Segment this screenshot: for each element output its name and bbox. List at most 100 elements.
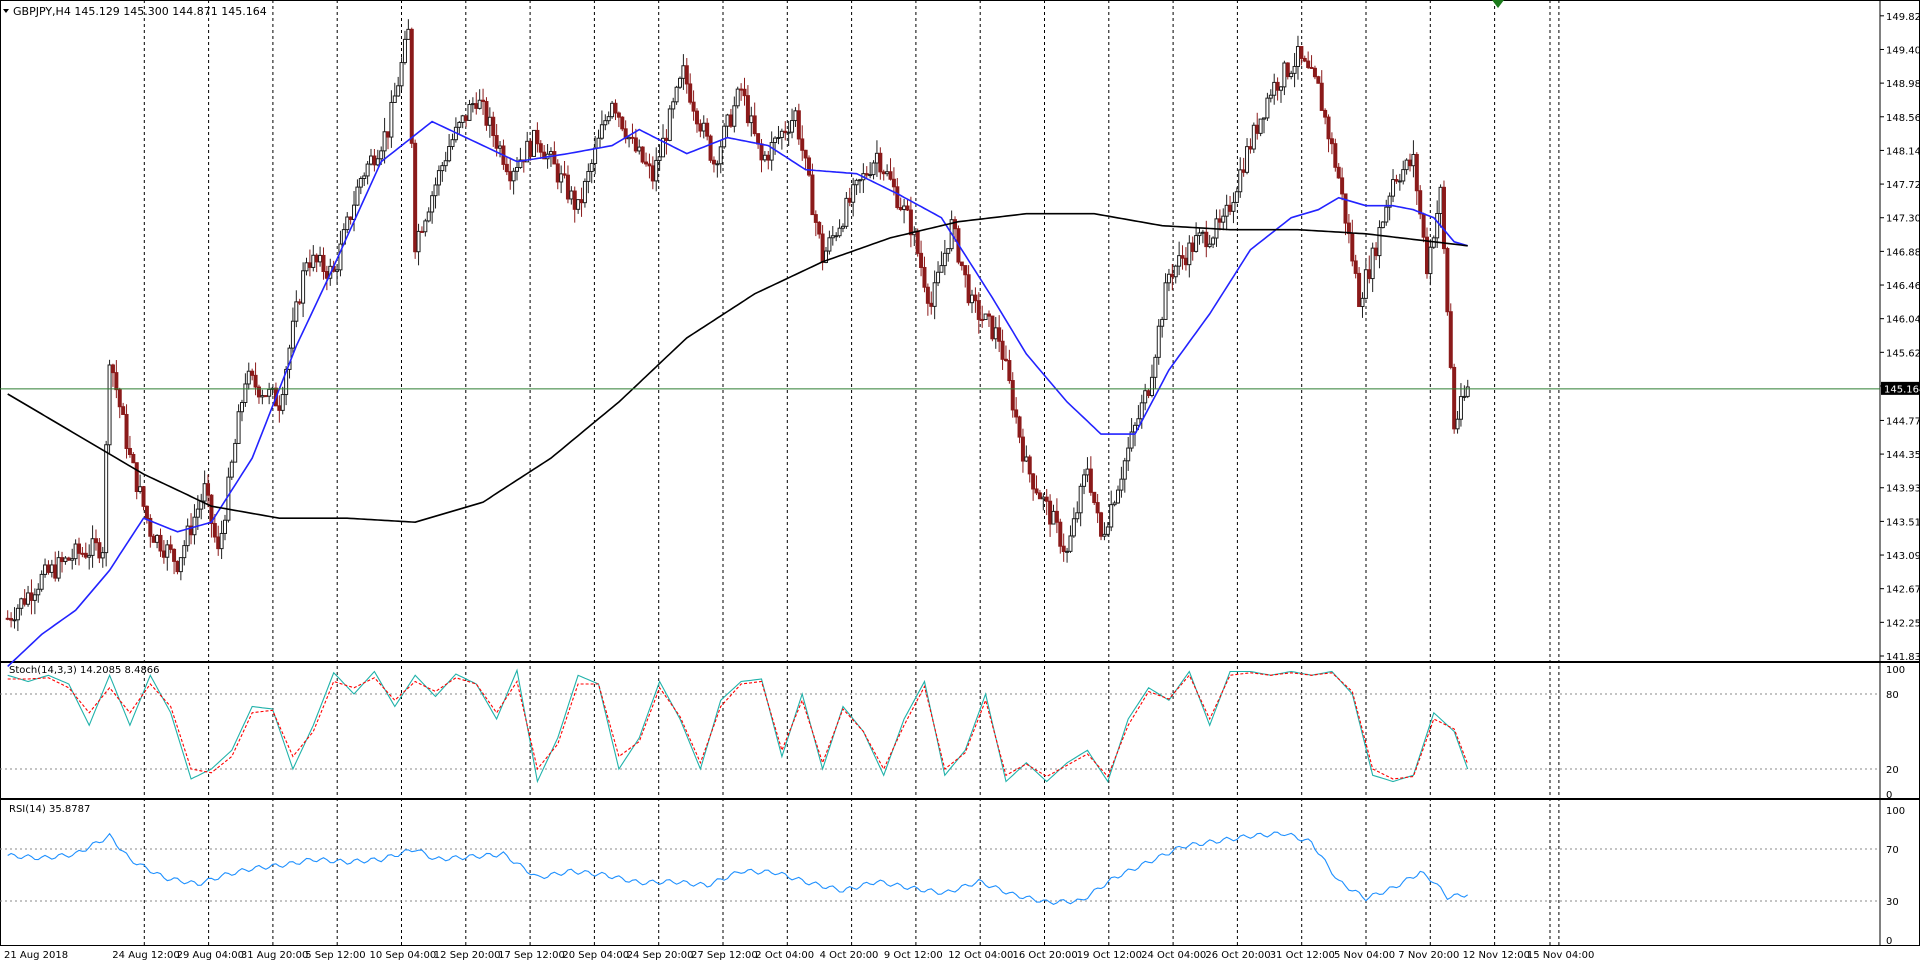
candle [144, 505, 149, 524]
price-panel[interactable] [0, 19, 1880, 667]
candle [464, 115, 469, 127]
candle [732, 96, 737, 133]
candle [1037, 489, 1042, 500]
candle [793, 107, 798, 127]
y-tick-label: 145.620 [1886, 348, 1920, 359]
candle [1302, 55, 1307, 63]
candle [953, 216, 958, 242]
candle [5, 610, 10, 621]
stochastic-panel[interactable] [0, 668, 1880, 784]
candle [107, 359, 112, 454]
candle [1112, 500, 1117, 507]
y-tick-label: 149.400 [1886, 45, 1920, 56]
candle [552, 141, 557, 165]
x-tick-label: 24 Aug 12:00 [112, 950, 179, 961]
candle [769, 131, 774, 171]
candle [1017, 415, 1022, 444]
candle [172, 548, 177, 575]
candle [739, 83, 744, 101]
x-tick-label: 4 Oct 20:00 [820, 950, 879, 961]
candle [1262, 117, 1267, 134]
candle [392, 82, 397, 103]
candle [840, 223, 845, 233]
x-tick-label: 21 Aug 2018 [4, 950, 68, 961]
candle [138, 474, 143, 494]
shift-marker-icon[interactable] [1492, 0, 1504, 8]
candle [246, 362, 251, 390]
candle [1343, 193, 1348, 236]
candle [1258, 118, 1263, 137]
candle [46, 560, 51, 575]
candle [1048, 494, 1053, 537]
candle [637, 139, 642, 155]
candle [447, 134, 452, 163]
candle [827, 230, 832, 255]
candle [1282, 60, 1287, 96]
candle [694, 108, 699, 133]
x-tick-label: 10 Sep 04:00 [370, 950, 437, 961]
rsi-panel[interactable] [0, 831, 1880, 906]
candle [280, 386, 285, 415]
candle [1044, 489, 1049, 516]
candle [701, 115, 706, 139]
candle [416, 223, 421, 266]
stoch-tick-label: 80 [1886, 690, 1899, 701]
candle [613, 99, 618, 121]
candle [627, 136, 632, 148]
candle [494, 124, 499, 157]
candle [905, 199, 910, 211]
candle [423, 218, 428, 237]
x-tick-label: 12 Sep 20:00 [434, 950, 501, 961]
x-tick-label: 24 Sep 20:00 [627, 950, 694, 961]
candle [1384, 199, 1389, 226]
candle [1326, 114, 1331, 153]
symbol-dropdown-icon[interactable] [3, 9, 9, 13]
candle [1085, 457, 1090, 483]
candle [419, 226, 424, 233]
candle [1357, 267, 1362, 308]
stoch-tick-label: 0 [1886, 790, 1892, 801]
candle [677, 76, 682, 89]
candle [481, 88, 486, 115]
candle [1228, 195, 1233, 216]
candle [301, 262, 306, 318]
candle [1428, 239, 1433, 286]
candle [1092, 491, 1097, 505]
candle [623, 120, 628, 144]
candle [766, 150, 771, 170]
candle [63, 556, 68, 565]
candle [1241, 157, 1246, 177]
candle [796, 103, 801, 145]
candle [290, 307, 295, 354]
candle [294, 290, 299, 328]
candle [837, 219, 842, 238]
candle [1065, 547, 1070, 563]
candle [518, 147, 523, 169]
candle [110, 363, 115, 387]
x-tick-label: 24 Oct 04:00 [1141, 950, 1206, 961]
candle [1071, 507, 1076, 538]
candle [1441, 180, 1446, 254]
candle [9, 612, 14, 628]
candle [691, 90, 696, 121]
candle [1411, 140, 1416, 178]
candle [1438, 184, 1443, 228]
candle [586, 163, 591, 194]
candle [657, 144, 662, 171]
candle [1099, 511, 1104, 541]
candle [1143, 383, 1148, 411]
candle [1275, 77, 1280, 101]
candle [705, 118, 710, 141]
candle [175, 560, 180, 575]
x-tick-label: 7 Nov 20:00 [1398, 950, 1459, 961]
y-tick-label: 146.880 [1886, 247, 1920, 258]
candle [250, 368, 255, 381]
candle [1374, 242, 1379, 261]
candle [239, 399, 244, 422]
candle [1160, 316, 1165, 338]
candle [141, 485, 146, 511]
candle [1380, 221, 1385, 229]
candle [487, 107, 492, 138]
candle [919, 240, 924, 277]
